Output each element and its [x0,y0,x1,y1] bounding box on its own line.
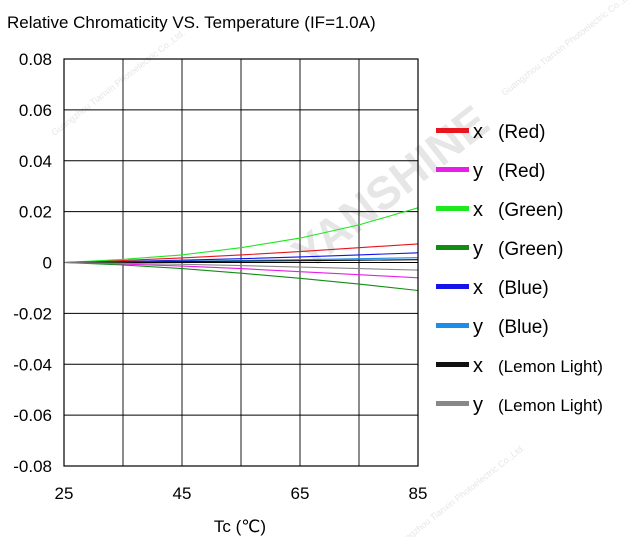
series-line-0 [63,243,419,264]
legend-label: (Green) [498,200,563,221]
x-tick-labels: 25 45 65 85 [55,484,428,503]
x-tick-label: 25 [55,484,74,503]
y-tick-label: 0.06 [19,101,52,120]
x-tick-label: 65 [291,484,310,503]
legend-swatch [436,167,469,172]
legend-swatch [436,323,469,328]
y-tick-label: 0.08 [19,50,52,69]
series-lines [63,207,419,292]
legend-swatch [436,245,469,250]
series-line-3 [63,261,419,292]
legend-item: y (Blue) [436,316,549,338]
legend-label: (Lemon Light) [498,396,603,415]
plot-frame [63,58,419,467]
y-tick-label: -0.04 [13,355,52,374]
y-tick-label: -0.06 [13,406,52,425]
legend-coord: y [473,394,483,416]
legend-label: (Red) [498,122,546,143]
y-tick-label: 0.04 [19,152,52,171]
watermark-company: Guangzhou Tianxin Photoelectric Co.,Ltd. [50,28,187,138]
series-line-2 [63,207,419,264]
legend-label: (Blue) [498,278,549,299]
legend-label: (Blue) [498,317,549,338]
watermark-company: Guangzhou Tianxin Photoelectric Co.,Ltd. [500,0,631,98]
grid [64,59,418,466]
legend-label: (Lemon Light) [498,357,603,376]
legend-swatch [436,128,469,133]
legend-swatch [436,401,469,406]
legend-swatch [436,362,469,367]
x-tick-label: 85 [409,484,428,503]
x-tick-label: 45 [173,484,192,503]
series-line-1 [63,261,419,279]
legend-label: (Green) [498,239,563,260]
series-line-7 [63,261,419,271]
legend-coord: x [473,277,483,299]
watermark-logo: YANSHINE [282,95,498,280]
legend-item: x (Green) [436,199,563,221]
legend-coord: x [473,121,483,143]
legend-item: y (Lemon Light) [436,394,603,416]
legend: x (Red) y (Red) x (Green) y (Green) x (Blue) y (Blu… [436,121,603,416]
legend-item: x (Red) [436,121,546,143]
y-tick-label: 0.02 [19,203,52,222]
legend-item: y (Green) [436,238,563,260]
y-tick-labels: 0.08 0.06 0.04 0.02 0 -0.02 -0.04 -0.06 -0.08 [13,50,52,476]
legend-coord: y [473,238,483,260]
chart-title: Relative Chromaticity VS. Temperature (I… [7,13,376,32]
legend-label: (Red) [498,161,546,182]
legend-coord: x [473,199,483,221]
y-tick-label: 0 [43,254,52,273]
legend-coord: y [473,160,483,182]
legend-item: y (Red) [436,160,546,182]
legend-item: x (Blue) [436,277,549,299]
y-tick-label: -0.08 [13,457,52,476]
legend-swatch [436,284,469,289]
x-axis-label: Tc (℃) [214,517,266,536]
legend-item: x (Lemon Light) [436,355,603,377]
legend-coord: x [473,355,483,377]
series-line-6 [63,259,419,264]
legend-swatch [436,206,469,211]
legend-coord: y [473,316,483,338]
y-tick-label: -0.02 [13,304,52,323]
